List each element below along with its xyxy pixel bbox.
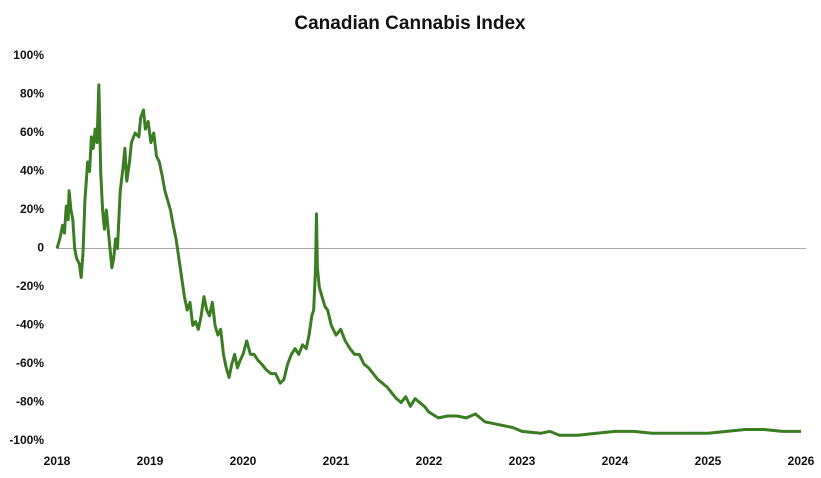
x-tick-label: 2020 — [230, 454, 257, 468]
line-series — [55, 83, 801, 437]
x-tick-label: 2019 — [137, 454, 164, 468]
y-tick-label: 100% — [13, 48, 44, 62]
y-tick-label: -100% — [9, 433, 44, 447]
x-tick-label: 2024 — [602, 454, 629, 468]
x-tick-label: 2018 — [44, 454, 71, 468]
y-tick-label: 20% — [20, 202, 44, 216]
y-tick-label: 80% — [20, 87, 44, 101]
y-tick-label: -60% — [16, 356, 44, 370]
x-tick-label: 2021 — [323, 454, 350, 468]
y-tick-label: 40% — [20, 164, 44, 178]
y-tick-label: -20% — [16, 279, 44, 293]
y-tick-label: -80% — [16, 395, 44, 409]
x-tick-label: 2026 — [788, 454, 815, 468]
x-tick-label: 2023 — [509, 454, 536, 468]
x-tick-label: 2025 — [695, 454, 722, 468]
chart-title: Canadian Cannabis Index — [294, 13, 526, 34]
y-tick-label: 0 — [37, 241, 44, 255]
y-tick-label: 60% — [20, 125, 44, 139]
x-tick-label: 2022 — [416, 454, 443, 468]
y-tick-label: -40% — [16, 318, 44, 332]
